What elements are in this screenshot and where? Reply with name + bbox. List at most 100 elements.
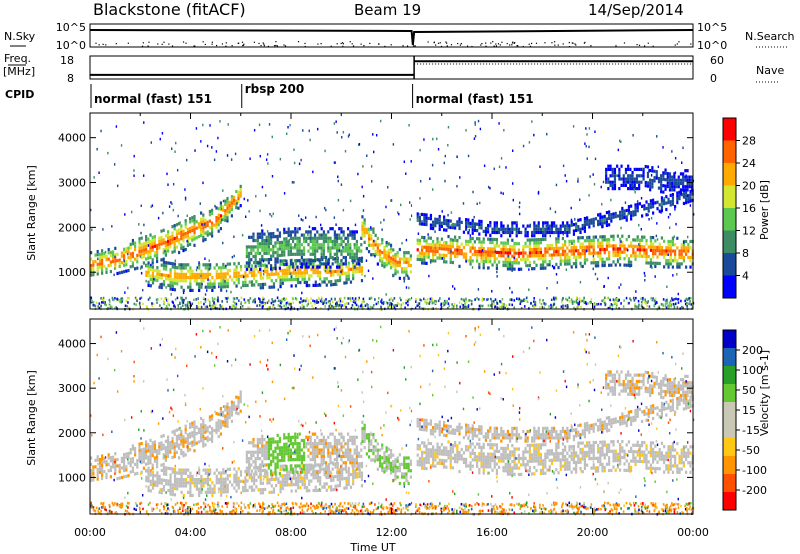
power-cell xyxy=(608,263,611,267)
nsearch-point xyxy=(485,42,487,44)
power-cell xyxy=(195,268,198,272)
power-cell xyxy=(187,306,189,310)
power-cell xyxy=(191,276,194,280)
power-cell xyxy=(559,246,562,250)
power-cell xyxy=(272,282,276,286)
velocity-cell xyxy=(101,473,104,477)
velocity-cell xyxy=(96,455,99,459)
power-cell xyxy=(168,205,171,208)
power-cell xyxy=(209,266,212,270)
power-cell xyxy=(263,258,266,262)
power-cell xyxy=(94,304,97,308)
power-cell xyxy=(618,167,621,172)
power-cell xyxy=(498,260,501,264)
power-cell xyxy=(640,228,642,231)
power-cell xyxy=(418,258,422,262)
power-cell xyxy=(425,222,428,227)
power-cell xyxy=(187,269,190,273)
power-cell xyxy=(359,304,362,308)
power-cell xyxy=(381,257,384,261)
power-cell xyxy=(235,278,238,282)
power-cell xyxy=(266,273,269,277)
power-cell xyxy=(630,263,633,268)
power-cell xyxy=(156,301,158,304)
nave-tick-top: 60 xyxy=(710,54,724,67)
power-cell xyxy=(103,264,106,268)
power-cell xyxy=(246,274,249,278)
power-cell xyxy=(247,299,249,302)
power-cell xyxy=(112,256,115,260)
power-cell xyxy=(290,275,292,279)
power-cell xyxy=(298,162,301,166)
power-cell xyxy=(658,245,661,250)
power-cell xyxy=(398,212,400,216)
power-cell xyxy=(537,247,540,251)
velocity-cell xyxy=(107,453,110,457)
power-cell xyxy=(553,250,556,254)
power-cell xyxy=(361,228,364,232)
power-cell xyxy=(635,177,639,181)
power-cell xyxy=(513,251,516,255)
power-cell xyxy=(340,252,343,256)
power-cell xyxy=(173,246,176,250)
power-cell xyxy=(436,237,439,241)
power-cell xyxy=(654,245,657,249)
power-cell xyxy=(237,299,240,302)
power-cell xyxy=(347,274,350,278)
velocity-cell xyxy=(270,484,273,488)
nsearch-point xyxy=(528,43,530,45)
velocity-cell xyxy=(224,405,227,409)
power-cell xyxy=(668,301,671,304)
power-cell xyxy=(397,211,399,214)
power-cell xyxy=(283,230,286,235)
power-cell xyxy=(283,192,286,195)
velocity-cell xyxy=(162,434,165,438)
power-cell xyxy=(293,181,295,184)
velocity-cell xyxy=(198,468,201,472)
power-cell xyxy=(230,204,233,208)
power-cell xyxy=(270,214,273,218)
power-cell xyxy=(665,258,668,263)
velocity-cell xyxy=(145,456,148,460)
velocity-cell xyxy=(220,474,223,478)
power-cell xyxy=(147,270,150,275)
power-cell xyxy=(207,298,209,302)
power-cell xyxy=(616,234,620,238)
power-cell xyxy=(298,214,300,217)
power-cell xyxy=(561,243,565,247)
power-cell xyxy=(608,257,611,261)
power-cell xyxy=(272,231,275,236)
nsearch-point xyxy=(413,45,415,47)
velocity-cell xyxy=(268,481,271,485)
power-cell xyxy=(570,298,573,301)
power-cell xyxy=(342,239,345,244)
power-cell xyxy=(458,248,461,252)
power-cell xyxy=(465,221,468,225)
power-cell xyxy=(629,265,631,268)
velocity-cell xyxy=(171,436,174,441)
power-cell xyxy=(546,224,549,228)
power-cell xyxy=(208,232,211,236)
velocity-cell xyxy=(162,456,165,460)
velocity-cell xyxy=(142,457,145,461)
power-cell xyxy=(294,236,297,240)
power-cell xyxy=(264,263,267,267)
power-cell xyxy=(387,261,390,265)
power-cell xyxy=(561,249,565,253)
velocity-cell xyxy=(151,466,154,470)
velocity-cell xyxy=(215,424,218,428)
power-cell xyxy=(272,247,275,252)
power-cell xyxy=(281,297,283,301)
power-cell xyxy=(482,266,485,270)
power-cell xyxy=(274,250,277,255)
velocity-cell xyxy=(222,483,225,488)
power-cell xyxy=(597,264,600,268)
power-cell xyxy=(320,296,323,300)
velocity-cell xyxy=(140,470,143,474)
power-cell xyxy=(173,281,177,285)
power-cell xyxy=(467,221,470,225)
power-cell xyxy=(682,181,685,186)
power-cell xyxy=(239,188,242,192)
power-cell xyxy=(429,223,433,227)
power-cell xyxy=(342,208,345,212)
